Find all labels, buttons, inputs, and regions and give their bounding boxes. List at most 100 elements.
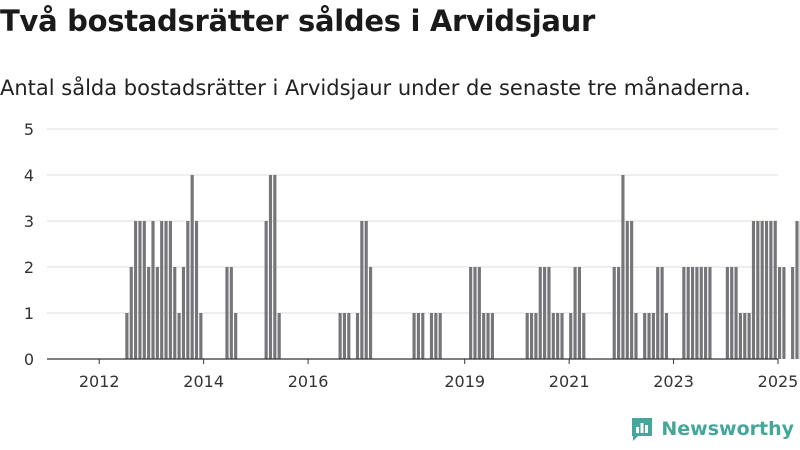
bar (738, 313, 742, 359)
bar (164, 221, 168, 359)
bar (125, 313, 129, 359)
x-tick-label: 2021 (549, 372, 590, 391)
x-tick-label: 2012 (79, 372, 120, 391)
bar (168, 221, 172, 359)
bar (778, 267, 782, 359)
bar (764, 221, 769, 359)
bar (547, 267, 551, 359)
bar (556, 313, 560, 359)
bar (229, 267, 233, 359)
bar (747, 313, 751, 359)
bar (795, 221, 799, 359)
bar (138, 221, 142, 359)
bar (412, 313, 416, 359)
bar (490, 313, 494, 359)
bar (782, 267, 786, 359)
bar (338, 313, 342, 359)
bar (186, 221, 190, 359)
bar (704, 267, 708, 359)
bar (647, 313, 651, 359)
bar (177, 313, 181, 359)
bar (791, 267, 795, 359)
bar (360, 221, 364, 359)
bar (534, 313, 538, 359)
bar (342, 313, 347, 359)
bar (190, 175, 194, 359)
x-tick-label: 2019 (444, 372, 485, 391)
bar (695, 267, 699, 359)
bar (690, 267, 695, 359)
bar (368, 267, 373, 359)
bar (477, 267, 481, 359)
newsworthy-logo-icon (632, 418, 653, 441)
bar (529, 313, 534, 359)
y-tick-label: 0 (24, 350, 34, 369)
bar (264, 221, 268, 359)
x-tick-label: 2014 (183, 372, 224, 391)
bar (543, 267, 547, 359)
x-tick-label: 2016 (288, 372, 329, 391)
bar (486, 313, 490, 359)
bar (664, 313, 669, 359)
bar (438, 313, 442, 359)
bar (421, 313, 425, 359)
bar (682, 267, 686, 359)
bar (160, 221, 164, 359)
page-title: Två bostadsrätter såldes i Arvidsjaur (0, 4, 595, 38)
bar (473, 267, 477, 359)
bar (199, 313, 203, 359)
bar (268, 175, 273, 359)
bar (651, 313, 655, 359)
bar (560, 313, 564, 359)
y-tick-label: 2 (24, 258, 34, 277)
x-tick-label: 2025 (758, 372, 799, 391)
bar (173, 267, 177, 359)
bar (277, 313, 281, 359)
bar (773, 221, 777, 359)
y-tick-label: 5 (24, 120, 34, 139)
bar (617, 267, 621, 359)
chart-subtitle: Antal sålda bostadsrätter i Arvidsjaur u… (0, 76, 751, 100)
bar (234, 313, 238, 359)
bar (551, 313, 555, 359)
bar (155, 267, 159, 359)
bar (142, 221, 146, 359)
bar (612, 267, 616, 359)
bar (699, 267, 703, 359)
bar (129, 267, 133, 359)
bar (573, 267, 577, 359)
bar (416, 313, 420, 359)
bar (760, 221, 764, 359)
bar (429, 313, 434, 359)
newsworthy-logo: Newsworthy (630, 416, 794, 442)
bar (364, 221, 368, 359)
bar (134, 221, 138, 359)
bar (482, 313, 486, 359)
bar (725, 267, 729, 359)
bar (347, 313, 351, 359)
bar (751, 221, 756, 359)
y-tick-label: 1 (24, 304, 34, 323)
bar (769, 221, 773, 359)
bar (577, 267, 581, 359)
bar (656, 267, 660, 359)
bar (625, 221, 629, 359)
bar (743, 313, 747, 359)
bar (434, 313, 438, 359)
bar (756, 221, 760, 359)
bar (660, 267, 664, 359)
bar (630, 221, 634, 359)
brand-name: Newsworthy (661, 418, 794, 440)
bar (194, 221, 199, 359)
bar (569, 313, 573, 359)
bar (225, 267, 229, 359)
bar (273, 175, 277, 359)
bar (151, 221, 155, 359)
bar (582, 313, 586, 359)
bar (730, 267, 734, 359)
bar (355, 313, 360, 359)
y-tick-label: 4 (24, 166, 34, 185)
bar (643, 313, 647, 359)
bar (621, 175, 625, 359)
